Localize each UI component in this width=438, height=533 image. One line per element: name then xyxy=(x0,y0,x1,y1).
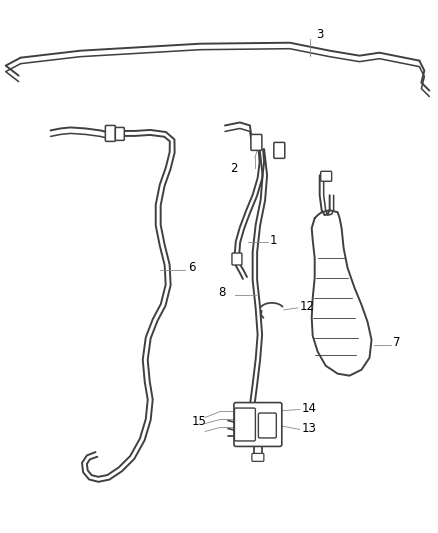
Text: 14: 14 xyxy=(302,402,317,415)
FancyBboxPatch shape xyxy=(234,402,282,447)
Text: 1: 1 xyxy=(270,233,277,247)
Text: 13: 13 xyxy=(302,422,317,435)
FancyBboxPatch shape xyxy=(106,125,115,141)
FancyBboxPatch shape xyxy=(232,253,242,265)
Text: 15: 15 xyxy=(192,415,207,428)
Text: 2: 2 xyxy=(230,162,237,175)
FancyBboxPatch shape xyxy=(234,408,255,441)
Text: 3: 3 xyxy=(316,28,323,41)
FancyBboxPatch shape xyxy=(258,413,276,438)
Text: 12: 12 xyxy=(300,301,315,313)
Text: 6: 6 xyxy=(188,262,196,274)
FancyBboxPatch shape xyxy=(321,171,332,181)
FancyBboxPatch shape xyxy=(115,127,124,140)
Text: 7: 7 xyxy=(393,336,401,349)
Text: 8: 8 xyxy=(218,286,226,300)
FancyBboxPatch shape xyxy=(251,134,262,150)
FancyBboxPatch shape xyxy=(274,142,285,158)
FancyBboxPatch shape xyxy=(252,454,264,462)
